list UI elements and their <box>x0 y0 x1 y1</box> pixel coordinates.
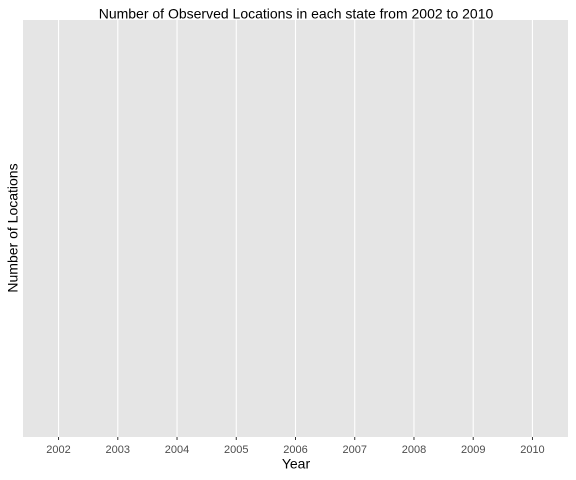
x-tick-label: 2008 <box>402 444 426 456</box>
x-tick-label: 2007 <box>342 444 366 456</box>
x-tick-label: 2003 <box>106 444 130 456</box>
chart-title: Number of Observed Locations in each sta… <box>99 6 494 22</box>
x-tick-label: 2009 <box>461 444 485 456</box>
y-axis-label: Number of Locations <box>5 163 21 292</box>
x-tick-label: 2006 <box>283 444 307 456</box>
x-tick-label: 2004 <box>165 444 189 456</box>
x-tick-label: 2010 <box>520 444 544 456</box>
x-tick-label: 2002 <box>46 444 70 456</box>
x-tick-label: 2005 <box>224 444 248 456</box>
x-axis-label: Year <box>282 456 311 472</box>
